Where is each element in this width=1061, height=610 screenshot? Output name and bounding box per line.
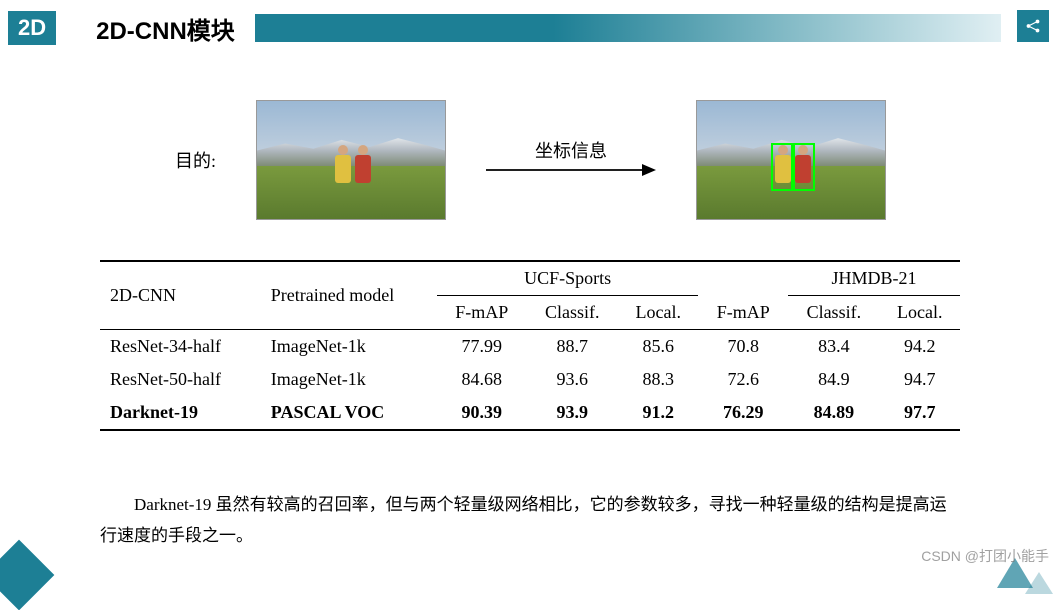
table-cell: 77.99 (437, 330, 527, 364)
table-cell: 94.2 (880, 330, 960, 364)
table-cell: 76.29 (698, 396, 788, 430)
col-pretrained: Pretrained model (261, 261, 437, 330)
table-cell: 84.9 (788, 363, 879, 396)
table-cell: 85.6 (618, 330, 698, 364)
table-cell: 91.2 (618, 396, 698, 430)
slide-badge: 2D (8, 11, 56, 45)
table-row: ResNet-50-halfImageNet-1k84.6893.688.372… (100, 363, 960, 396)
table-cell: 93.9 (527, 396, 618, 430)
table-row: ResNet-34-halfImageNet-1k77.9988.785.670… (100, 330, 960, 364)
header-decor-bar (255, 14, 1001, 42)
purpose-row: 目的: 坐标信息 (0, 100, 1061, 220)
input-image (256, 100, 446, 220)
col-local: Local. (880, 296, 960, 330)
table-cell: 72.6 (698, 363, 788, 396)
share-button[interactable] (1017, 10, 1049, 42)
triangle-decor (1025, 572, 1053, 594)
table-cell: 84.68 (437, 363, 527, 396)
col-model: 2D-CNN (100, 261, 261, 330)
bounding-box (793, 143, 815, 191)
caption-text: Darknet-19 虽然有较高的召回率，但与两个轻量级网络相比，它的参数较多，… (100, 490, 960, 551)
share-icon (1024, 17, 1042, 35)
col-local: Local. (618, 296, 698, 330)
page-title: 2D-CNN模块 (96, 11, 235, 46)
bounding-box (771, 143, 793, 191)
col-group-ucf: UCF-Sports (437, 261, 699, 296)
col-classif: Classif. (527, 296, 618, 330)
table-cell: ImageNet-1k (261, 363, 437, 396)
table-cell: 90.39 (437, 396, 527, 430)
diamond-decor (0, 540, 54, 610)
output-image (696, 100, 886, 220)
col-classif: Classif. (788, 296, 879, 330)
table-row: Darknet-19PASCAL VOC90.3993.991.276.2984… (100, 396, 960, 430)
table-cell: PASCAL VOC (261, 396, 437, 430)
table-cell: 84.89 (788, 396, 879, 430)
header: 2D 2D-CNN模块 (0, 8, 1061, 48)
table-cell: 70.8 (698, 330, 788, 364)
col-group-jhmdb: JHMDB-21 (788, 261, 960, 296)
arrow-label: 坐标信息 (535, 142, 607, 160)
table-cell: ImageNet-1k (261, 330, 437, 364)
table-cell: 93.6 (527, 363, 618, 396)
arrow-icon (486, 162, 656, 178)
arrow-box: 坐标信息 (486, 142, 656, 178)
watermark: CSDN @打团小能手 (921, 546, 1049, 566)
table-cell: 94.7 (880, 363, 960, 396)
table-cell: Darknet-19 (100, 396, 261, 430)
table-cell: 88.7 (527, 330, 618, 364)
table-cell: ResNet-50-half (100, 363, 261, 396)
table-cell: 97.7 (880, 396, 960, 430)
table-cell: 83.4 (788, 330, 879, 364)
col-fmap: F-mAP (437, 296, 527, 330)
purpose-label: 目的: (175, 147, 216, 173)
table-cell: 88.3 (618, 363, 698, 396)
results-table: 2D-CNN Pretrained model UCF-Sports F-mAP… (100, 260, 960, 431)
table-cell: ResNet-34-half (100, 330, 261, 364)
col-fmap: F-mAP (698, 261, 788, 330)
